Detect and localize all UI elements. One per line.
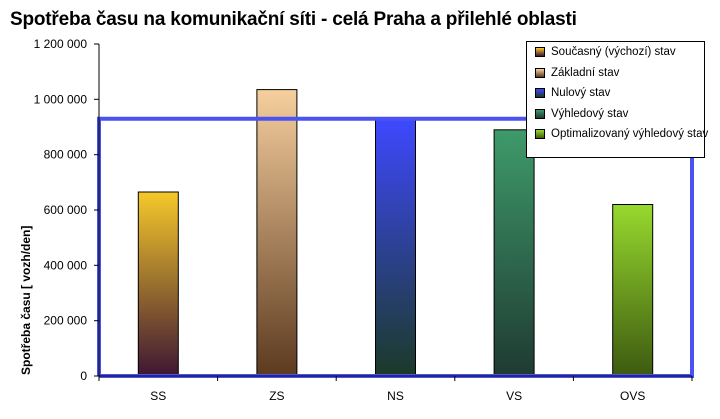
legend-swatch-ns — [535, 88, 545, 99]
y-tick-label: 1 000 000 — [34, 92, 88, 106]
legend-item: Optimalizovaný výhledový stav — [527, 124, 708, 145]
bar-ss — [137, 191, 179, 377]
x-tick-label: ZS — [269, 389, 284, 403]
legend-swatch-vs — [535, 108, 545, 119]
chart-title: Spotřeba času na komunikační síti - celá… — [10, 9, 577, 30]
legend-item: Základní stav — [527, 63, 704, 84]
y-tick-label: 800 000 — [44, 148, 88, 162]
legend-swatch-zs — [535, 67, 545, 78]
legend-swatch-ss — [535, 47, 545, 58]
y-tick-label: 1 200 000 — [34, 37, 88, 51]
legend-swatch-ovs — [535, 129, 545, 140]
x-tick-label: NS — [387, 389, 404, 403]
legend-label: Současný (výchozí) stav — [551, 46, 676, 59]
legend-label: Nulový stav — [551, 87, 611, 100]
legend-label: Základní stav — [551, 66, 620, 79]
x-tick-label: OVS — [620, 389, 645, 403]
legend-label: Optimalizovaný výhledový stav — [551, 128, 709, 141]
legend-item: Současný (výchozí) stav — [527, 42, 704, 63]
legend-label: Výhledový stav — [551, 107, 629, 120]
legend-item: Výhledový stav — [527, 104, 704, 125]
y-tick-label: 600 000 — [44, 203, 88, 217]
bar-ovs — [612, 204, 654, 377]
bar-ns — [375, 118, 416, 377]
legend-item: Nulový stav — [527, 83, 704, 104]
y-tick-label: 200 000 — [44, 314, 88, 328]
y-tick-label: 0 — [80, 369, 87, 383]
x-tick-label: VS — [506, 389, 522, 403]
bar-vs — [493, 129, 535, 377]
bar-zs — [256, 89, 298, 377]
y-tick-label: 400 000 — [44, 258, 88, 272]
x-tick-label: SS — [150, 389, 166, 403]
legend: Současný (výchozí) stav Základní stav Nu… — [526, 41, 708, 158]
